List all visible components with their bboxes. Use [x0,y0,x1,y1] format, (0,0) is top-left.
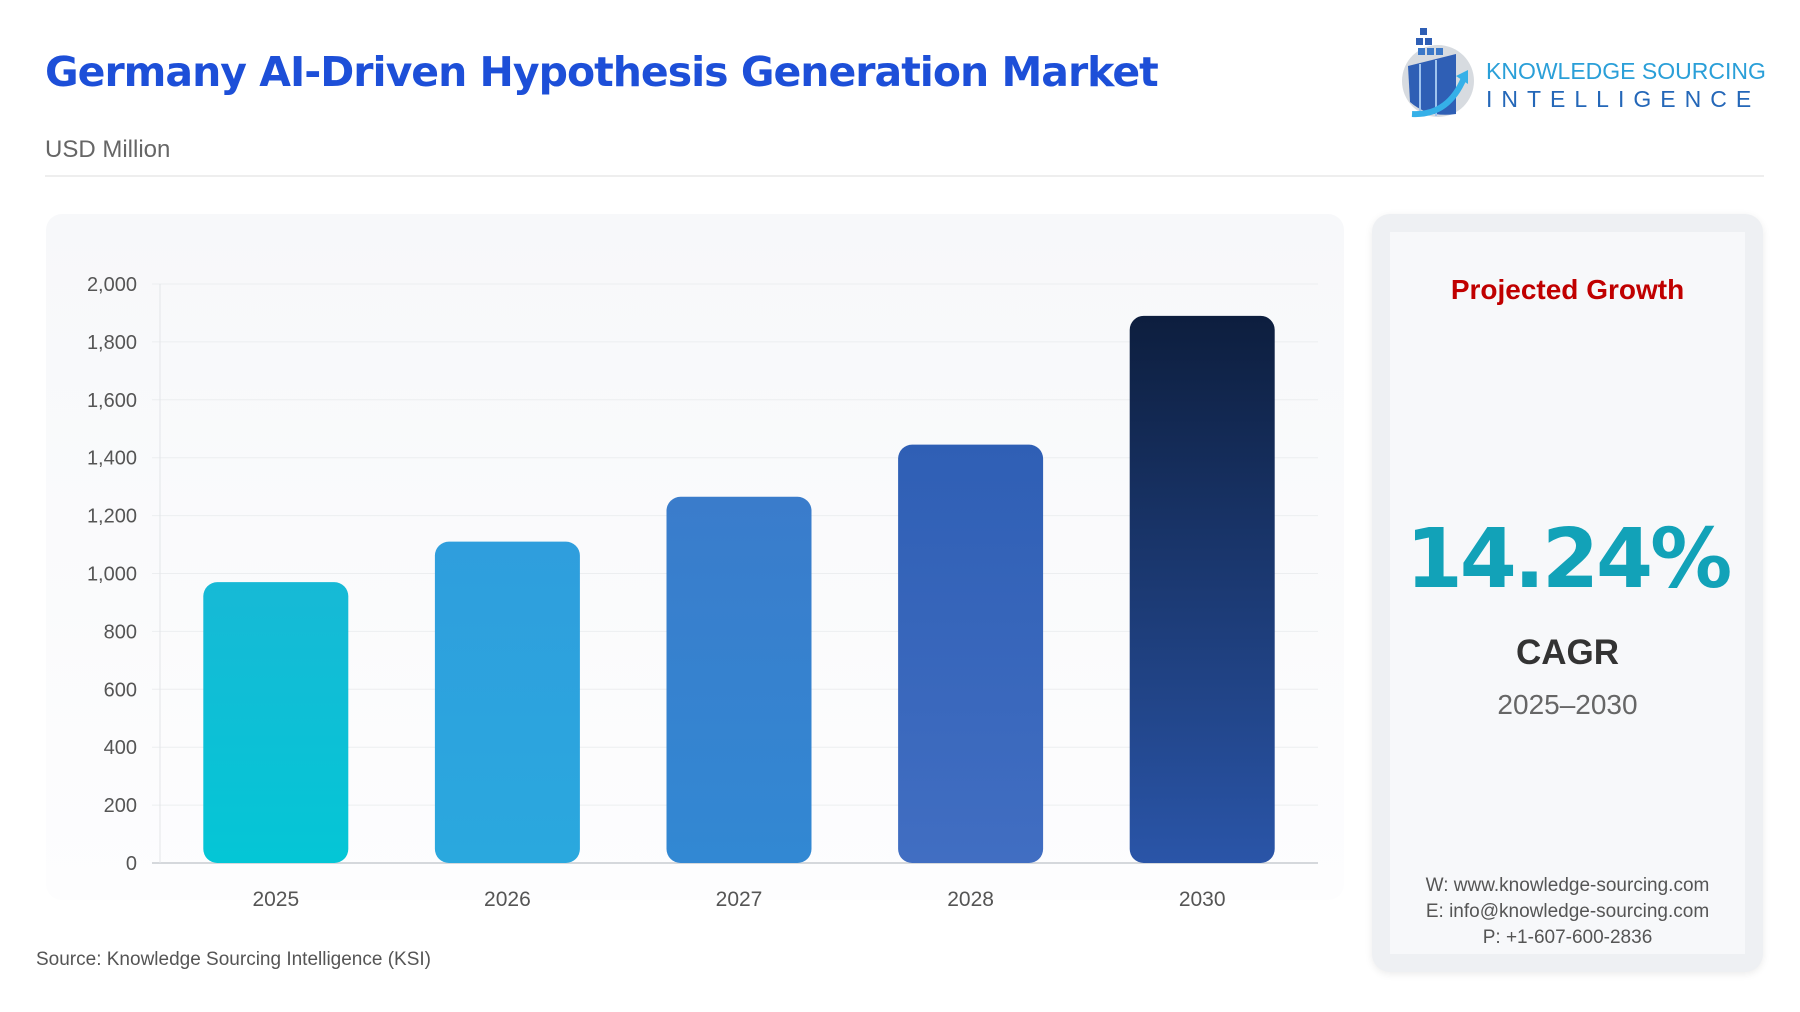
logo-text-line2: INTELLIGENCE [1486,86,1761,112]
y-tick-label: 1,600 [87,390,137,412]
x-tick-label: 2026 [484,888,531,911]
y-tick-label: 600 [104,679,137,701]
divider [45,175,1764,177]
unit-label: USD Million [45,136,171,163]
x-tick-label: 2025 [252,888,299,911]
growth-panel: Projected Growth 14.24% CAGR 2025–2030 W… [1372,214,1763,972]
x-tick-label: 2030 [1179,888,1226,911]
bar-2030 [1129,315,1275,864]
y-tick-label: 1,200 [87,506,137,528]
y-tick-label: 1,400 [87,448,137,470]
cagr-label: CAGR [1515,633,1620,672]
bar-2027 [666,496,812,863]
y-tick-label: 1,000 [87,564,137,586]
bar-2025 [203,582,349,863]
page-title: Germany AI-Driven Hypothesis Generation … [45,48,1159,96]
contact-phone: P: +1-607-600-2836 [1482,927,1653,948]
cagr-period: 2025–2030 [1497,689,1638,720]
bar-2028 [898,444,1044,863]
y-tick-label: 0 [126,853,137,875]
bar-2026 [434,541,580,863]
y-tick-label: 1,800 [87,332,137,354]
source-note: Source: Knowledge Sourcing Intelligence … [36,949,432,970]
y-tick-label: 2,000 [87,274,137,296]
contact-email: E: info@knowledge-sourcing.com [1425,901,1710,922]
y-tick-label: 800 [104,621,137,643]
x-tick-label: 2027 [716,888,763,911]
panel-heading: Projected Growth [1450,274,1685,305]
logo-text-line1: KNOWLEDGE SOURCING [1486,58,1766,84]
logo-mark-icon [1402,28,1474,118]
x-tick-label: 2028 [947,888,994,911]
y-tick-label: 200 [104,795,137,817]
ksi-logo: KNOWLEDGE SOURCING INTELLIGENCE [1398,26,1768,121]
cagr-value: 14.24% [1405,512,1733,607]
y-tick-label: 400 [104,737,137,759]
contact-website: W: www.knowledge-sourcing.com [1425,875,1710,896]
